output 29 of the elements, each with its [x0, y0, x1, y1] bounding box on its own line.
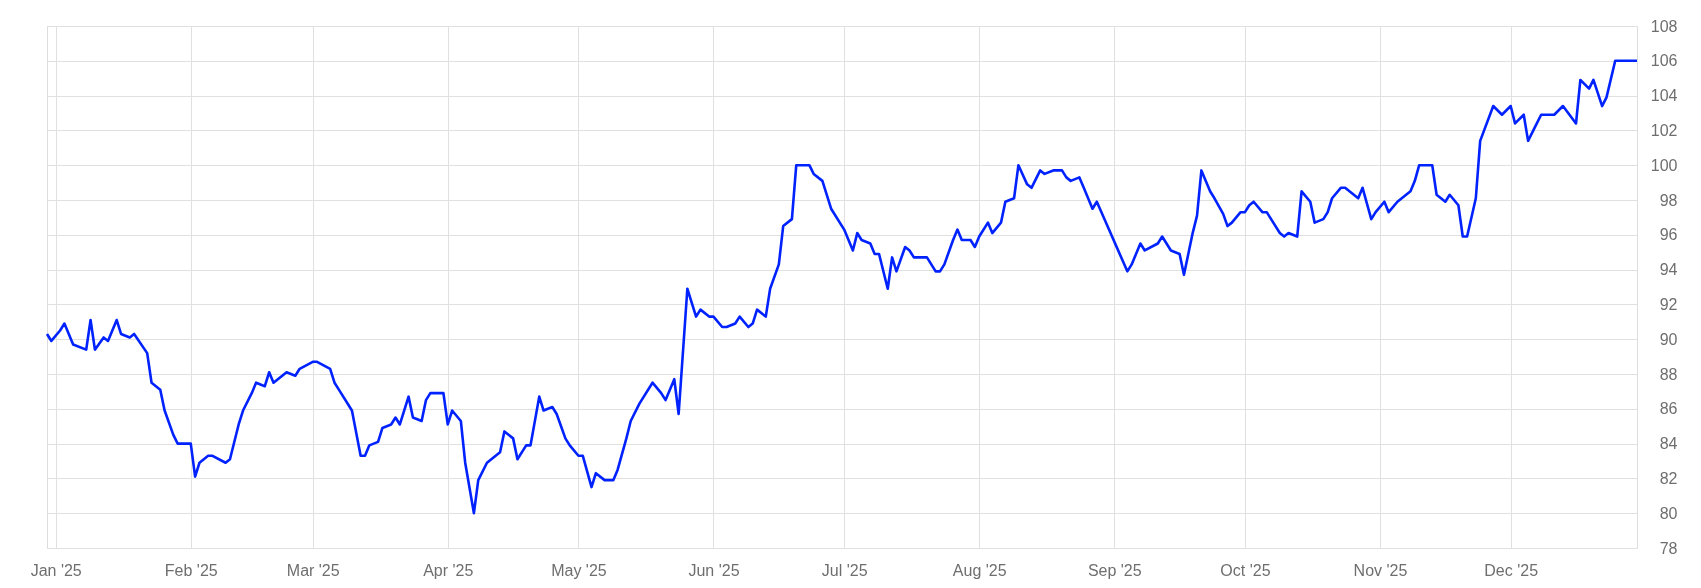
- x-tick-label: Jan '25: [30, 561, 82, 579]
- y-tick-label: 94: [1659, 261, 1678, 279]
- x-tick-label: Jul '25: [821, 561, 868, 579]
- y-tick-label: 108: [1650, 17, 1678, 35]
- y-tick-label: 92: [1659, 295, 1678, 313]
- y-tick-label: 90: [1659, 330, 1678, 348]
- y-tick-label: 104: [1650, 87, 1678, 105]
- x-tick-label: Apr '25: [423, 561, 474, 579]
- x-tick-label: Dec '25: [1484, 561, 1539, 579]
- y-tick-label: 100: [1650, 156, 1678, 174]
- y-tick-label: 106: [1650, 52, 1678, 70]
- y-tick-label: 78: [1659, 539, 1678, 557]
- y-tick-label: 82: [1659, 469, 1678, 487]
- y-tick-label: 88: [1659, 365, 1678, 383]
- line-series: [45, 59, 1639, 515]
- x-tick-label: Oct '25: [1220, 561, 1271, 579]
- x-tick-label: Mar '25: [286, 561, 340, 579]
- y-tick-label: 84: [1659, 435, 1678, 453]
- x-tick-label: Nov '25: [1353, 561, 1408, 579]
- y-tick-label: 96: [1659, 226, 1678, 244]
- y-tick-label: 80: [1659, 504, 1678, 522]
- y-tick-label: 98: [1659, 191, 1678, 209]
- y-tick-label: 102: [1650, 121, 1678, 139]
- x-tick-label: Aug '25: [952, 561, 1007, 579]
- x-tick-label: May '25: [551, 561, 607, 579]
- y-tick-label: 86: [1659, 400, 1678, 418]
- x-tick-label: Sep '25: [1087, 561, 1142, 579]
- x-tick-label: Jun '25: [688, 561, 740, 579]
- x-tick-label: Feb '25: [164, 561, 218, 579]
